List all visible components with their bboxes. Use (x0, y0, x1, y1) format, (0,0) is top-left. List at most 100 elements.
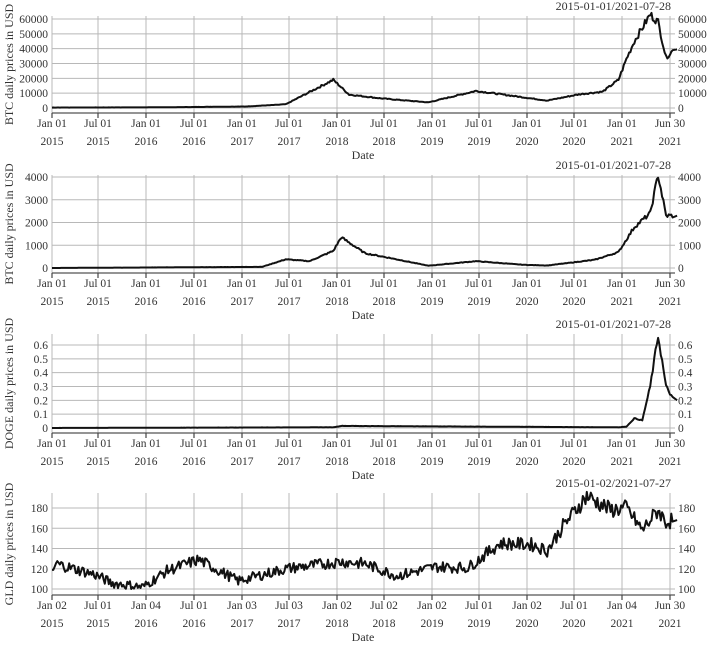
y-tick-label-left: 100 (31, 584, 49, 596)
x-tick-label: Jun 30 (655, 278, 686, 290)
y-tick-label-right: 0.4 (678, 368, 693, 380)
panel-date-range: 2015-01-01/2021-07-28 (556, 0, 671, 13)
x-tick-label: Jan 02 (417, 600, 447, 612)
y-tick-label-right: 3000 (678, 195, 701, 207)
y-tick-label-left: 120 (31, 564, 49, 576)
x-axis-label: Date (352, 630, 375, 644)
x-tick-label: Jul 01 (275, 118, 303, 130)
x-tick-year: 2015 (41, 136, 64, 148)
x-tick-year: 2020 (516, 618, 539, 630)
panel-date-range: 2015-01-02/2021-07-27 (556, 476, 671, 490)
x-tick-label: Jul 01 (465, 118, 493, 130)
y-tick-label-right: 0 (678, 103, 684, 115)
chart-panel-1: 0 0 10000 10000 20000 20000 30000 30000 40000 400… (2, 0, 707, 162)
x-tick-year: 2021 (611, 456, 634, 468)
y-tick-label-left: 10000 (19, 88, 48, 100)
y-tick-label-right: 2000 (678, 218, 701, 230)
x-tick-year: 2020 (516, 136, 539, 148)
x-tick-year: 2017 (231, 618, 254, 630)
x-tick-label: Jul 01 (465, 278, 493, 290)
x-tick-year: 2019 (421, 618, 444, 630)
y-tick-label-left: 0.6 (34, 340, 49, 352)
x-tick-year: 2016 (135, 136, 158, 148)
x-tick-year: 2021 (611, 136, 634, 148)
y-tick-label-left: 60000 (19, 14, 48, 26)
x-tick-year: 2017 (278, 618, 301, 630)
y-tick-label-right: 0 (678, 423, 684, 435)
y-tick-label-right: 0.6 (678, 340, 693, 352)
x-tick-label: Jul 01 (180, 438, 208, 450)
x-tick-label: Jan 01 (131, 438, 161, 450)
y-tick-label-left: 30000 (19, 59, 48, 71)
x-tick-label: Jan 03 (227, 600, 257, 612)
x-tick-label: Jan 01 (512, 278, 542, 290)
x-tick-label: Jul 03 (275, 600, 303, 612)
x-tick-label: Jul 01 (560, 278, 588, 290)
x-tick-label: Jan 01 (37, 278, 67, 290)
y-tick-label-right: 20000 (678, 73, 707, 85)
y-tick-label-left: 50000 (19, 29, 48, 41)
x-tick-year: 2021 (659, 618, 682, 630)
x-tick-year: 2021 (659, 296, 682, 308)
x-axis-label: Date (352, 468, 375, 482)
price-line (52, 176, 678, 269)
x-tick-label: Jan 01 (37, 118, 67, 130)
x-tick-label: Jan 04 (131, 600, 161, 612)
x-tick-year: 2018 (373, 296, 396, 308)
x-tick-label: Jul 01 (370, 118, 398, 130)
y-tick-label-left: 20000 (19, 73, 48, 85)
x-tick-label: Jul 01 (180, 278, 208, 290)
y-tick-label-left: 3000 (25, 195, 48, 207)
y-tick-label-left: 0 (42, 103, 48, 115)
y-tick-label-left: 160 (31, 523, 49, 535)
x-tick-label: Jul 01 (84, 278, 112, 290)
y-tick-label-left: 140 (31, 544, 49, 556)
x-tick-label: Jul 02 (370, 600, 398, 612)
x-tick-label: Jan 01 (131, 278, 161, 290)
y-tick-label-right: 160 (678, 523, 696, 535)
x-tick-label: Jan 01 (322, 438, 352, 450)
x-tick-year: 2021 (611, 296, 634, 308)
x-tick-label: Jan 04 (607, 600, 637, 612)
x-tick-label: Jan 02 (512, 600, 542, 612)
chart-panel-3: 0 00.1 0.10.2 0.20.3 0.30.4 0.40.5 0.50.6 0.6Ja… (2, 317, 693, 482)
x-tick-year: 2018 (373, 456, 396, 468)
x-tick-year: 2020 (563, 456, 586, 468)
x-tick-year: 2016 (183, 456, 206, 468)
panel-date-range: 2015-01-01/2021-07-28 (556, 158, 671, 172)
x-tick-year: 2017 (278, 456, 301, 468)
y-tick-label-right: 100 (678, 584, 696, 596)
x-tick-year: 2019 (468, 136, 491, 148)
x-tick-year: 2021 (659, 136, 682, 148)
x-tick-year: 2019 (421, 296, 444, 308)
x-tick-label: Jan 01 (227, 118, 257, 130)
price-line (52, 490, 678, 590)
x-tick-label: Jul 01 (465, 600, 493, 612)
x-tick-label: Jan 02 (322, 600, 352, 612)
y-tick-label-left: 0 (42, 423, 48, 435)
y-tick-label-right: 30000 (678, 59, 707, 71)
x-tick-year: 2019 (468, 456, 491, 468)
x-tick-label: Jun 30 (655, 438, 686, 450)
y-axis-label: DOGE daily prices in USD (2, 318, 16, 450)
x-tick-label: Jul 01 (84, 118, 112, 130)
x-tick-year: 2019 (421, 456, 444, 468)
x-tick-year: 2018 (326, 618, 349, 630)
y-tick-label-right: 180 (678, 503, 696, 515)
x-tick-label: Jan 01 (417, 278, 447, 290)
y-tick-label-left: 180 (31, 503, 49, 515)
x-tick-year: 2015 (87, 296, 110, 308)
x-tick-label: Jan 01 (417, 118, 447, 130)
x-tick-year: 2019 (468, 618, 491, 630)
y-tick-label-right: 4000 (678, 172, 701, 184)
x-tick-label: Jan 01 (512, 118, 542, 130)
y-tick-label-left: 0.5 (34, 354, 49, 366)
x-tick-year: 2015 (87, 618, 110, 630)
x-tick-year: 2017 (231, 136, 254, 148)
y-tick-label-right: 0.1 (678, 409, 693, 421)
x-tick-year: 2020 (563, 618, 586, 630)
x-tick-year: 2017 (278, 296, 301, 308)
x-tick-year: 2019 (468, 296, 491, 308)
x-tick-year: 2017 (231, 456, 254, 468)
